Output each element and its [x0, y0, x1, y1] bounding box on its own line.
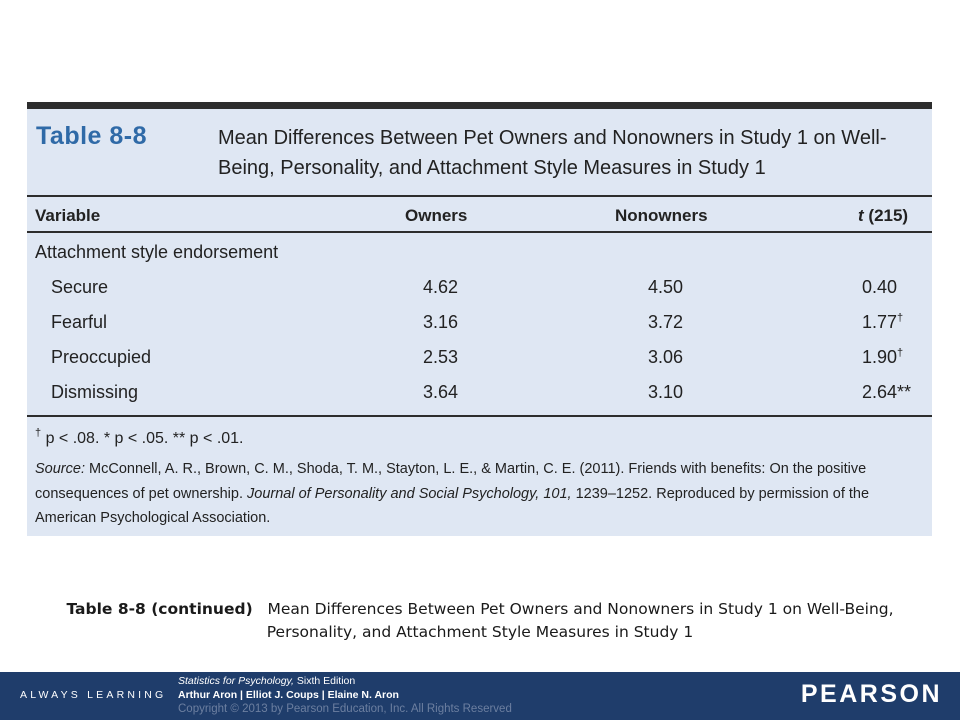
- source-text-1: McConnell, A. R., Brown, C. M., Shoda, T…: [35, 461, 867, 502]
- row-nonowners: 3.10: [648, 382, 684, 402]
- header-owners: Owners: [405, 206, 468, 225]
- row-t-value: 1.90: [862, 347, 898, 367]
- credit-book-title: Statistics for Psychology,: [178, 675, 294, 687]
- footer-bar: ALWAYS LEARNING Statistics for Psycholog…: [0, 672, 960, 720]
- row-t: 0.40: [862, 277, 897, 298]
- header-variable: Variable: [35, 206, 101, 225]
- section-label: Attachment style endorsement: [35, 242, 279, 262]
- row-name: Dismissing: [51, 382, 139, 402]
- table-source: Source: McConnell, A. R., Brown, C. M., …: [35, 457, 915, 531]
- slide-caption: Table 8-8 (continued) Mean Differences B…: [40, 598, 920, 644]
- credit-edition: Sixth Edition: [296, 675, 356, 687]
- credit-copyright: Copyright © 2013 by Pearson Education, I…: [178, 703, 512, 715]
- table-row: Fearful 3.16 3.72 1.77†: [27, 312, 932, 346]
- row-name: Preoccupied: [51, 347, 152, 367]
- footnote-text: p < .08. * p < .05. ** p < .01.: [45, 430, 244, 447]
- row-t-value: 0.40: [862, 277, 898, 297]
- table-row: Secure 4.62 4.50 0.40: [27, 277, 932, 311]
- row-name: Fearful: [51, 312, 108, 332]
- footnote-dagger: †: [35, 427, 42, 439]
- table-footnote: † p < .08. * p < .05. ** p < .01.: [35, 427, 244, 448]
- footer-tagline: ALWAYS LEARNING: [20, 689, 167, 701]
- row-nonowners: 3.06: [648, 347, 684, 367]
- credit-authors: Arthur Aron | Elliot J. Coups | Elaine N…: [178, 689, 399, 701]
- caption-text: Mean Differences Between Pet Owners and …: [266, 600, 894, 641]
- row-nonowners: 3.72: [648, 312, 684, 332]
- row-owners: 2.53: [423, 347, 459, 367]
- dagger-mark: †: [897, 347, 904, 359]
- row-owners: 4.62: [423, 277, 459, 297]
- row-owners: 3.64: [423, 382, 459, 402]
- header-t: t (215): [858, 206, 908, 226]
- caption-label: Table 8-8 (continued): [66, 600, 253, 618]
- footer-credit: Statistics for Psychology, Sixth Edition…: [178, 674, 512, 716]
- table-label: Table 8-8: [36, 122, 148, 150]
- header-nonowners: Nonowners: [615, 206, 708, 225]
- table-panel: Table 8-8 Mean Differences Between Pet O…: [27, 102, 932, 536]
- header-t-df: (215): [868, 206, 909, 225]
- dagger-mark: †: [897, 312, 904, 324]
- row-t: 1.77†: [862, 312, 903, 333]
- row-t-value: 1.77: [862, 312, 898, 332]
- row-t-value: 2.64**: [862, 382, 912, 402]
- row-owners: 3.16: [423, 312, 459, 332]
- source-journal: Journal of Personality and Social Psycho…: [247, 485, 572, 502]
- table-header-row: Variable Owners Nonowners t (215): [27, 197, 932, 233]
- row-name: Secure: [51, 277, 109, 297]
- table-body: Attachment style endorsement Secure 4.62…: [27, 233, 932, 417]
- table-row: Dismissing 3.64 3.10 2.64**: [27, 382, 932, 416]
- table-title: Mean Differences Between Pet Owners and …: [218, 127, 887, 179]
- pearson-logo: PEARSON: [800, 680, 942, 708]
- header-t-symbol: t: [858, 206, 864, 225]
- row-t: 1.90†: [862, 347, 903, 368]
- source-text-2: 1239–1252. Reproduced by permission of t…: [35, 485, 870, 527]
- credit-title-line: Statistics for Psychology, Sixth Edition: [178, 674, 512, 688]
- table-row: Preoccupied 2.53 3.06 1.90†: [27, 347, 932, 381]
- source-label: Source:: [35, 461, 85, 477]
- row-t: 2.64**: [862, 382, 911, 403]
- table-title-row: Table 8-8 Mean Differences Between Pet O…: [27, 109, 932, 197]
- row-nonowners: 4.50: [648, 277, 684, 297]
